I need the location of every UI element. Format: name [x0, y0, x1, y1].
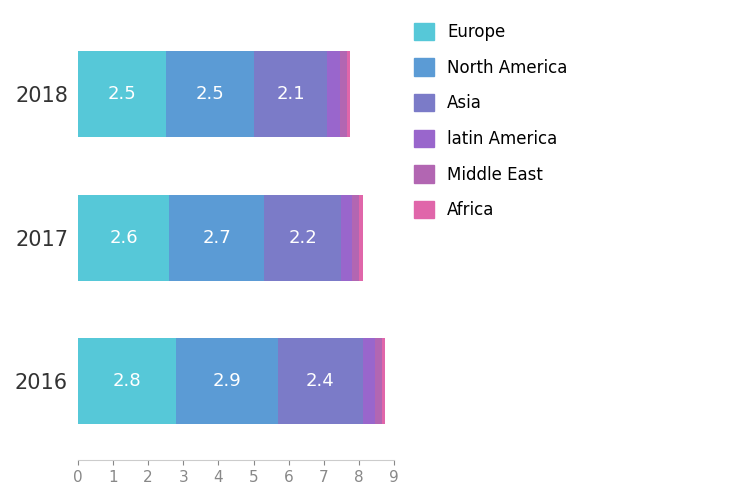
Bar: [264, 194, 341, 280]
Bar: [169, 194, 264, 280]
Bar: [78, 338, 177, 424]
Bar: [363, 338, 375, 424]
Bar: [382, 338, 385, 424]
Bar: [340, 51, 347, 137]
Bar: [327, 51, 340, 137]
Text: 2.5: 2.5: [108, 85, 136, 103]
Bar: [177, 338, 278, 424]
Bar: [78, 194, 169, 280]
Text: 2.6: 2.6: [109, 228, 138, 246]
Bar: [341, 194, 352, 280]
Bar: [165, 51, 254, 137]
Text: 2.1: 2.1: [276, 85, 305, 103]
Bar: [375, 338, 382, 424]
Bar: [352, 194, 359, 280]
Text: 2.5: 2.5: [195, 85, 224, 103]
Bar: [78, 51, 165, 137]
Text: 2.8: 2.8: [113, 372, 142, 390]
Bar: [347, 51, 350, 137]
Text: 2.2: 2.2: [289, 228, 317, 246]
Bar: [254, 51, 327, 137]
Text: 2.7: 2.7: [203, 228, 231, 246]
Legend: Europe, North America, Asia, latin America, Middle East, Africa: Europe, North America, Asia, latin Ameri…: [406, 14, 576, 228]
Bar: [359, 194, 363, 280]
Text: 2.4: 2.4: [306, 372, 335, 390]
Bar: [278, 338, 363, 424]
Text: 2.9: 2.9: [213, 372, 242, 390]
